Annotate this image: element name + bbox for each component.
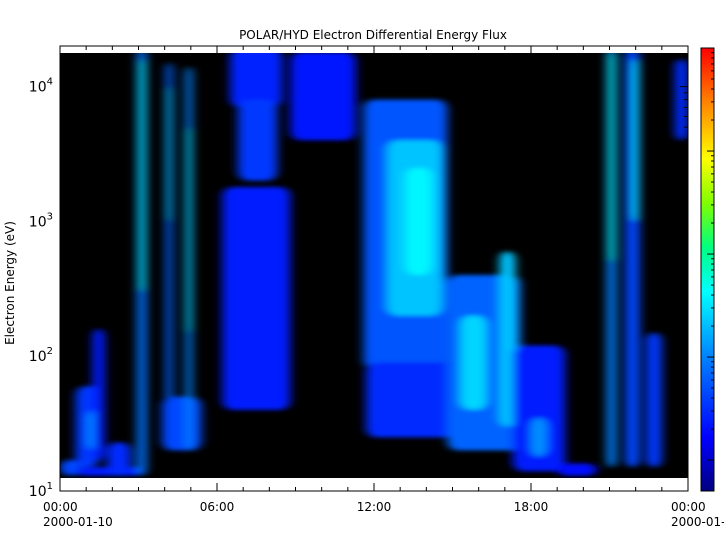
flux-region [92,328,105,460]
y-tick-label: 101 [29,481,53,500]
flux-region [162,396,202,451]
flux-region [166,62,173,451]
flux-region [460,315,487,410]
flux-region [633,59,637,222]
flux-region [646,332,662,468]
x-tick-label: 12:00 [357,500,392,514]
y-tick-label: 103 [29,211,53,230]
flux-regions [60,53,688,476]
flux-region [230,53,283,108]
flux-region [499,251,516,427]
flux-region [290,53,356,141]
flux-region [60,459,81,476]
x-tick-label: 18:00 [514,500,549,514]
flux-region [187,127,191,333]
y-axis-label: Electron Energy (eV) [3,221,17,345]
flux-region [140,59,144,292]
flux-region [531,417,547,457]
x-tick-date-label: 2000-01-10 [43,515,113,529]
x-tick-label: 00:00 [671,500,706,514]
flux-region [512,345,565,472]
flux-region [609,53,614,262]
flux-region [405,167,432,275]
y-axis: 101 102 103 104 [29,45,688,500]
y-tick-label: 102 [29,346,53,365]
y-tick-label: 104 [29,77,53,96]
chart-title: POLAR/HYD Electron Differential Energy F… [239,28,507,42]
flux-region [222,187,291,410]
flux-region [674,59,688,141]
flux-region [107,442,131,476]
colorbar-ticks [707,47,714,461]
flux-region [237,99,278,181]
x-tick-label: 06:00 [200,500,235,514]
flux-region [625,53,640,468]
flux-region [167,86,171,222]
flux-region [366,362,453,438]
x-tick-label: 00:00 [43,500,78,514]
plot-area [59,45,689,492]
flux-region [557,463,597,476]
colorbar [700,47,715,492]
colorbar-fill [701,48,714,491]
x-tick-date-label: 2000-01-11 [671,515,724,529]
